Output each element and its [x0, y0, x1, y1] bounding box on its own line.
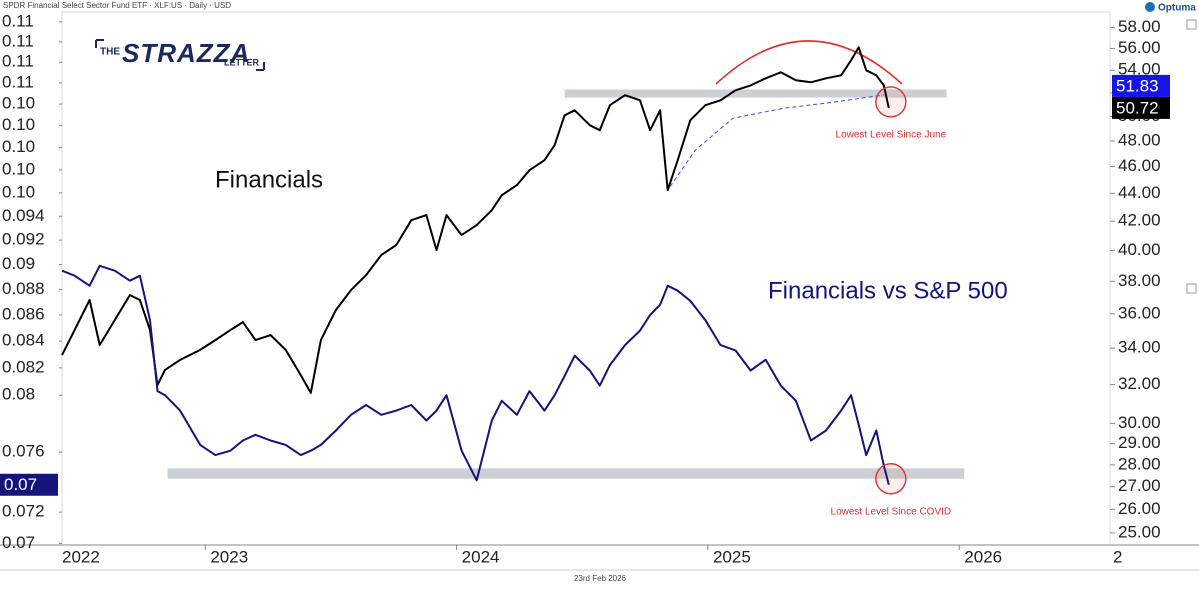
y2-tick-label: 54.00 [1118, 60, 1161, 79]
y2-tick-label: 30.00 [1118, 413, 1161, 432]
y2-tick-label: 44.00 [1118, 183, 1161, 202]
y2-tick-label: 42.00 [1118, 211, 1161, 230]
y2-tick-label: 25.00 [1118, 522, 1161, 541]
y-tick-label: 0.076 [2, 442, 45, 461]
annotation: Lowest Level Since June [836, 130, 947, 141]
arc-annotation [715, 40, 903, 85]
y-tick-label: 0.07 [2, 533, 35, 552]
y-tick-label: 0.10 [2, 94, 35, 113]
y2-tick-label: 38.00 [1118, 271, 1161, 290]
x-tick-label: 2026 [964, 547, 1002, 566]
y2-tick-label: 28.00 [1118, 454, 1161, 473]
y-tick-label: 0.094 [2, 206, 45, 225]
y-tick-label: 0.11 [2, 72, 34, 91]
x-tick-label: 2023 [210, 547, 248, 566]
y-tick-label: 0.11 [2, 52, 34, 71]
x-tick-label: 2 [1113, 547, 1122, 566]
logo-letter: LETTER [224, 57, 259, 67]
y-tick-label: 0.086 [2, 304, 45, 323]
side-icons [1186, 19, 1197, 294]
y2-tick-label: 26.00 [1118, 499, 1161, 518]
series-label: Financials vs S&P 500 [768, 277, 1008, 304]
price-tag-label: 0.07 [4, 475, 37, 494]
logo-the: THE [100, 47, 120, 58]
y2-tick-label: 36.00 [1118, 303, 1161, 322]
y-tick-label: 0.092 [2, 230, 45, 249]
series-label: Financials [215, 166, 323, 193]
footer: 23rd Feb 2026 [574, 574, 627, 583]
price-tag [0, 473, 58, 496]
series-line [669, 94, 884, 187]
logo-bracket [95, 39, 265, 71]
annotation: Lowest Level Since COVID [831, 506, 952, 517]
logo-icon [1145, 2, 1155, 12]
vendor-logo: Optuma [1158, 3, 1196, 14]
y2-tick-label: 40.00 [1118, 240, 1161, 259]
y2-tick-label: 32.00 [1118, 374, 1161, 393]
price-tag [1112, 74, 1170, 97]
highlight-circle [875, 463, 907, 495]
y-tick-label: 0.09 [2, 254, 35, 273]
y-tick-label: 0.084 [2, 331, 45, 350]
y2-tick-label: 27.00 [1118, 476, 1161, 495]
y-tick-label: 0.10 [2, 182, 35, 201]
price-tag-label: 51.83 [1116, 76, 1159, 95]
support-band [564, 89, 947, 98]
y2-tick-label: 48.00 [1118, 130, 1161, 149]
y2-tick-label: 56.00 [1118, 38, 1161, 57]
icon [1186, 19, 1197, 30]
logo-name: STRAZZA [122, 38, 250, 68]
highlight-circle [875, 86, 907, 118]
y-tick-label: 0.08 [2, 385, 35, 404]
optuma-logo: Optuma [1145, 2, 1196, 14]
price-tag-label: 50.72 [1116, 98, 1159, 117]
y-tick-label: 0.10 [2, 137, 35, 156]
icon [1186, 283, 1197, 294]
x-tick-label: 2025 [713, 547, 751, 566]
y-tick-label: 0.088 [2, 279, 45, 298]
y-tick-label: 0.11 [2, 31, 34, 50]
y-tick-label: 0.072 [2, 502, 45, 521]
y2-tick-label: 58.00 [1118, 17, 1161, 36]
series-line [61, 264, 890, 486]
y2-tick-label: 29.00 [1118, 433, 1161, 452]
price-tag [1112, 96, 1170, 119]
support-band [167, 468, 965, 479]
header: SPDR Financial Select Sector Fund ETF · … [3, 1, 231, 10]
y-tick-label: 0.11 [2, 11, 34, 30]
y-tick-label: 0.082 [2, 357, 45, 376]
y2-tick-label: 34.00 [1118, 338, 1161, 357]
series-line [61, 46, 890, 394]
y2-tick-label: 46.00 [1118, 156, 1161, 175]
y-tick-label: 0.10 [2, 115, 35, 134]
y-tick-label: 0.10 [2, 160, 35, 179]
publisher-logo: THE STRAZZA LETTER [95, 38, 265, 71]
x-tick-label: 2024 [462, 547, 500, 566]
x-tick-label: 2022 [62, 547, 100, 566]
